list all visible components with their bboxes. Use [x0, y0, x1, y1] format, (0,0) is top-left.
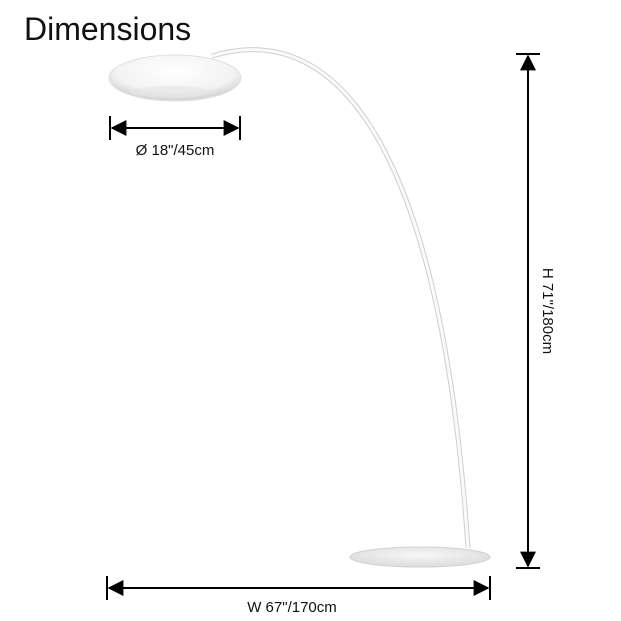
lamp: [108, 47, 491, 568]
height-dimension: [516, 53, 540, 569]
height-label: H 71"/180cm: [539, 268, 556, 354]
diameter-label: Ø 18"/45cm: [136, 142, 215, 159]
width-label: W 67"/170cm: [247, 599, 337, 616]
diameter-dimension: [109, 116, 241, 140]
width-dimension: [106, 576, 491, 600]
title: Dimensions: [24, 11, 191, 47]
